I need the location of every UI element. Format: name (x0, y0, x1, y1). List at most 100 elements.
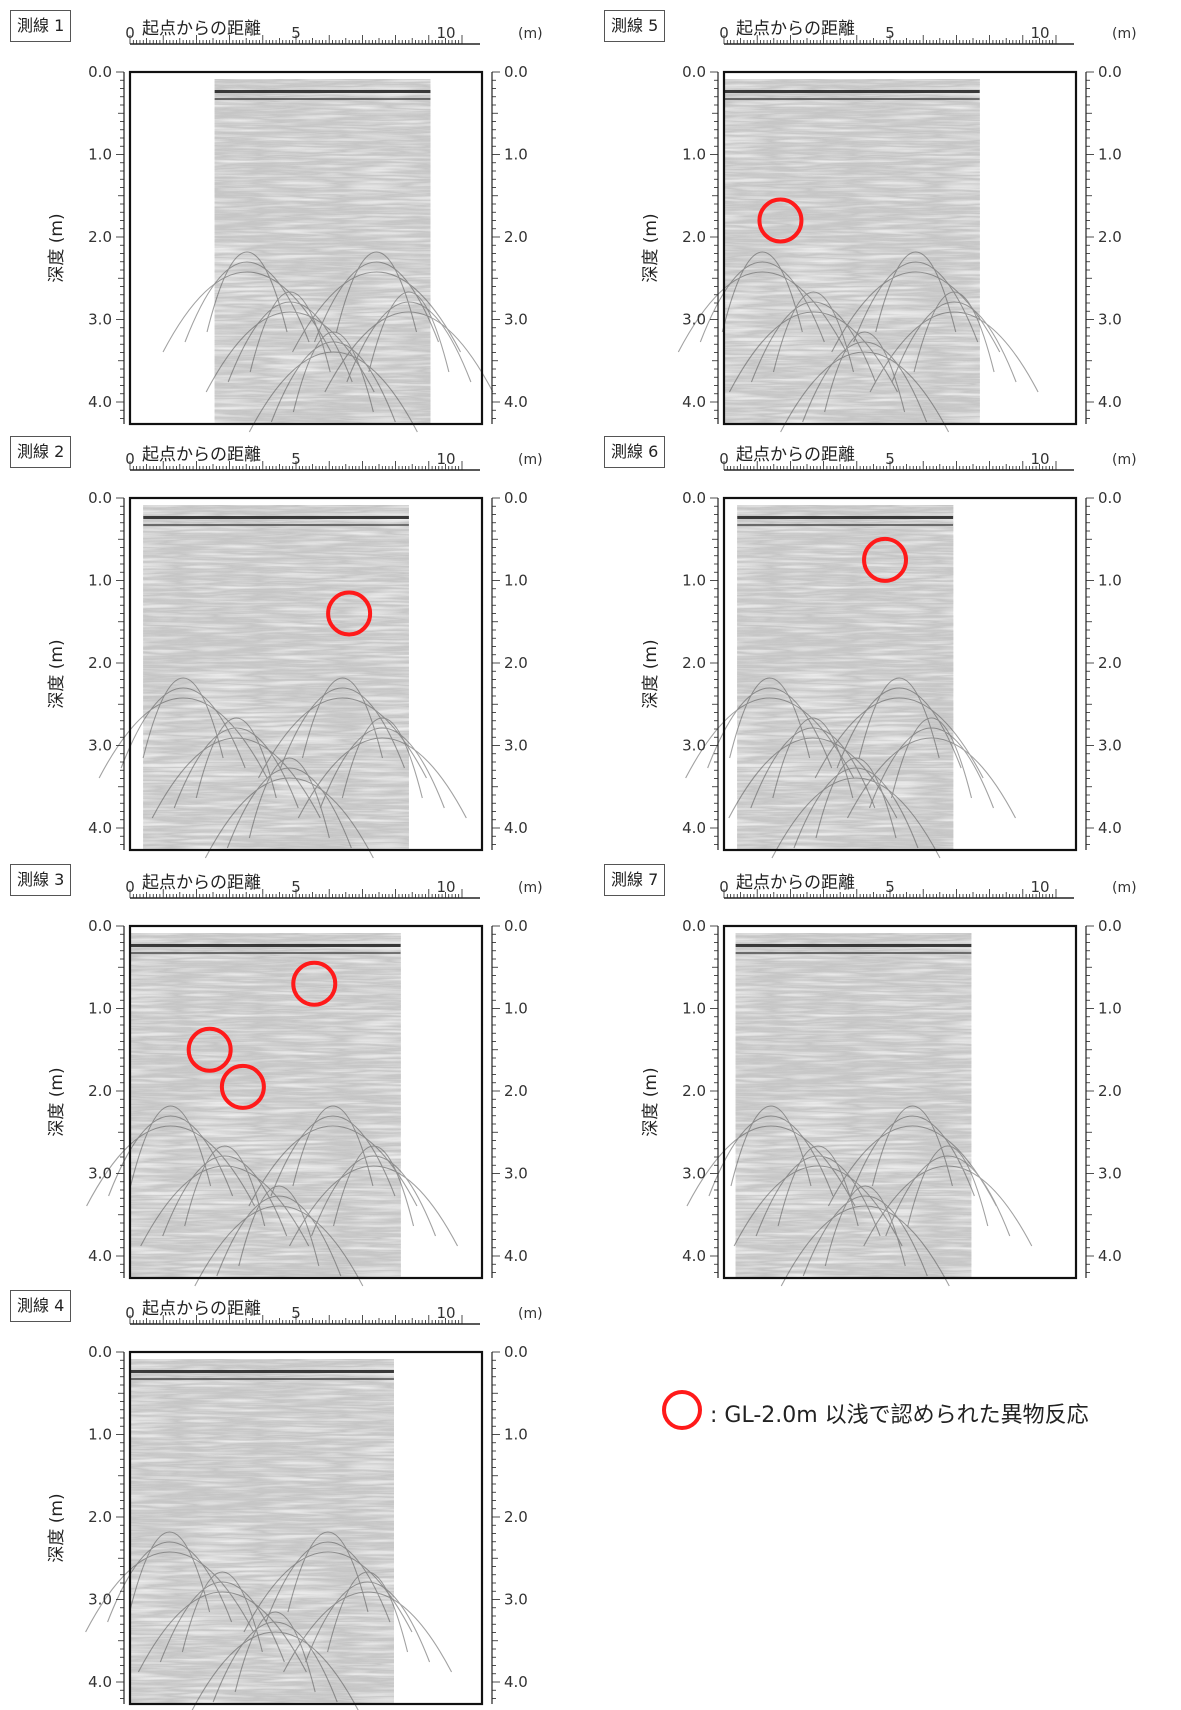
hyperbola-arc (227, 301, 353, 383)
anomaly-circle (186, 1026, 233, 1073)
surface-reflection (737, 524, 954, 526)
depth-tick-label: 1.0 (682, 146, 706, 164)
hyperbola-arc (243, 1551, 413, 1633)
hyperbola-arc (346, 301, 472, 383)
x-axis-unit: (m) (1112, 452, 1137, 468)
surface-reflection (737, 516, 954, 519)
panel-title-5: 測線 5 (604, 10, 666, 42)
depth-tick-label: 2.0 (88, 228, 112, 246)
hyperbola-arc (890, 717, 973, 799)
depth-tick-label: 0.0 (1098, 63, 1122, 81)
x-tick-label: 10 (436, 1304, 455, 1322)
depth-tick-label: 2.0 (1098, 228, 1122, 246)
hyperbola-arc (137, 1591, 307, 1673)
radargram-texture (735, 933, 972, 1278)
depth-tick-label: 0.0 (682, 489, 706, 507)
surface-reflection (130, 952, 401, 954)
hyperbola-arc (142, 677, 224, 759)
anomaly-circle (326, 590, 373, 637)
radargram-panel-5: 0 5 10 起点からの距離 (m) 0.0 1.0 2.0 3.0 4.0 0.0 1.0 2.0 3.… (641, 19, 1137, 433)
depth-tick-label: 1.0 (504, 1426, 528, 1444)
depth-tick-label: 4.0 (682, 819, 706, 837)
radargram-panel-7: 0 5 10 起点からの距離 (m) 0.0 1.0 2.0 3.0 4.0 0.0 1.0 2.0 3.… (641, 873, 1137, 1287)
x-axis-label: 起点からの距離 (736, 19, 855, 39)
hyperbola-arc (130, 1105, 212, 1187)
depth-tick-label: 1.0 (682, 1000, 706, 1018)
hyperbola-arc (173, 727, 299, 809)
hyperbola-arc (772, 717, 854, 799)
x-axis-label: 起点からの距離 (736, 873, 855, 893)
hyperbola-arc (780, 351, 950, 433)
x-tick-label: 5 (291, 1304, 301, 1322)
hyperbola-arc (324, 311, 494, 393)
hyperbola-arc (730, 1105, 812, 1187)
panel-title-6: 測線 6 (604, 436, 666, 468)
hyperbola-arc (335, 251, 418, 333)
hyperbola-arc (863, 1165, 1033, 1247)
x-tick-label: 5 (885, 450, 895, 468)
hyperbola-arc (891, 301, 1017, 383)
x-axis-label: 起点からの距離 (142, 1299, 261, 1319)
hyperbola-arc (755, 1155, 881, 1237)
legend-text: : GL-2.0m 以浅で認められた異物反応 (710, 1403, 1089, 1428)
depth-tick-label: 0.0 (504, 1343, 528, 1361)
hyperbola-arc (677, 271, 847, 353)
hyperbola-reflections (685, 677, 1016, 859)
depth-tick-label: 2.0 (504, 228, 528, 246)
depth-tick-label: 2.0 (682, 1082, 706, 1100)
hyperbola-reflections (98, 677, 467, 859)
depth-tick-label: 0.0 (1098, 917, 1122, 935)
y-axis-label: 深度 (m) (47, 213, 67, 282)
radargram-panel-1: 0 5 10 起点からの距離 (m) 0.0 1.0 2.0 3.0 4.0 0.0 1.0 2.0 3.… (47, 19, 543, 433)
x-tick-label: 5 (291, 24, 301, 42)
hyperbola-arc (279, 687, 405, 769)
hyperbola-arc (184, 1145, 266, 1227)
depth-tick-label: 1.0 (88, 1426, 112, 1444)
hyperbola-arc (341, 717, 423, 799)
x-tick-label: 0 (719, 24, 729, 42)
hyperbola-arc (815, 757, 897, 839)
depth-tick-label: 0.0 (504, 917, 528, 935)
depth-tick-label: 0.0 (504, 489, 528, 507)
x-tick-label: 10 (1030, 24, 1049, 42)
panel-title-3: 測線 3 (10, 864, 72, 896)
plot-frame (128, 924, 484, 1280)
depth-tick-label: 1.0 (88, 146, 112, 164)
hyperbola-arc (265, 1541, 391, 1623)
x-tick-label: 5 (291, 878, 301, 896)
depth-tick-label: 3.0 (88, 737, 112, 755)
x-tick-label: 0 (125, 450, 135, 468)
hyperbola-arc (292, 271, 461, 353)
depth-tick-label: 4.0 (88, 1247, 112, 1265)
legend-circle-icon (662, 1390, 702, 1430)
surface-reflection (130, 944, 401, 947)
hyperbola-arc (869, 311, 1039, 393)
depth-tick-label: 1.0 (504, 146, 528, 164)
hyperbola-arc (270, 341, 396, 423)
depth-tick-label: 1.0 (88, 1000, 112, 1018)
surface-reflection (214, 98, 431, 100)
anomaly-circle (862, 536, 909, 583)
surface-reflection (735, 944, 972, 947)
depth-tick-label: 3.0 (682, 311, 706, 329)
radargram-panel-4: 0 5 10 起点からの距離 (m) 0.0 1.0 2.0 3.0 4.0 0.0 1.0 2.0 3.… (47, 1299, 543, 1710)
hyperbola-reflections (162, 251, 494, 433)
depth-tick-label: 3.0 (1098, 737, 1122, 755)
x-tick-label: 0 (719, 878, 729, 896)
hyperbola-arc (159, 1581, 285, 1663)
y-axis-label: 深度 (m) (47, 639, 67, 708)
depth-tick-label: 0.0 (88, 1343, 112, 1361)
x-axis-label: 起点からの距離 (142, 873, 261, 893)
hyperbola-arc (332, 1145, 415, 1227)
hyperbola-arc (204, 777, 374, 859)
hyperbola-reflections (686, 1105, 1033, 1287)
panel-title-1: 測線 1 (10, 10, 72, 42)
plot-frame (128, 496, 484, 852)
x-tick-label: 0 (125, 1304, 135, 1322)
depth-tick-label: 4.0 (682, 393, 706, 411)
plot-frame (722, 70, 1078, 426)
depth-tick-label: 2.0 (88, 1082, 112, 1100)
hyperbola-arc (849, 1115, 975, 1197)
plot-frame (722, 496, 1078, 852)
